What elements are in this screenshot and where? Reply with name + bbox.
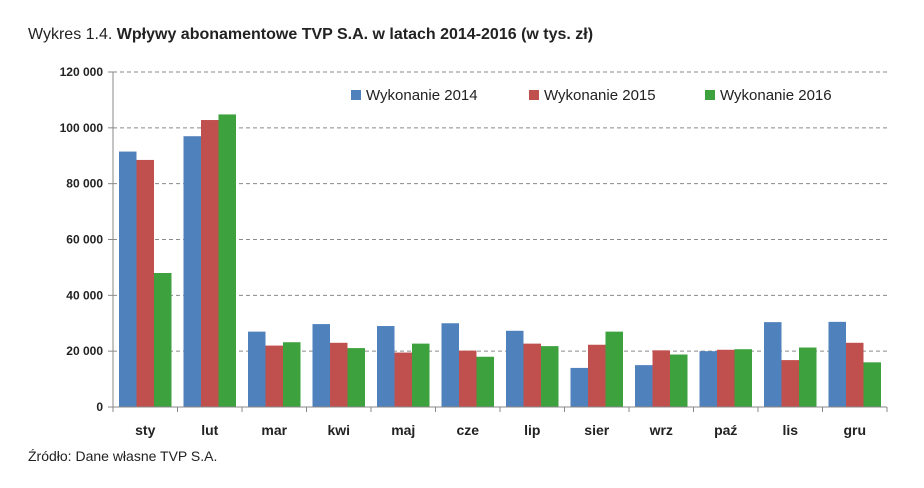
axes xyxy=(108,71,888,412)
x-tick-label: sier xyxy=(584,422,609,438)
bar-sier-wykonanie-2016 xyxy=(605,331,623,407)
y-tick-label: 100 000 xyxy=(60,121,104,135)
x-tick-label: lip xyxy=(524,422,540,438)
bar-cze-wykonanie-2014 xyxy=(441,323,459,407)
bar-kwi-wykonanie-2016 xyxy=(347,348,365,407)
x-tick-label: maj xyxy=(391,422,415,438)
bar-lip-wykonanie-2016 xyxy=(541,346,559,407)
bar-maj-wykonanie-2014 xyxy=(377,326,395,407)
y-tick-label: 40 000 xyxy=(66,288,103,302)
x-tick-label: lis xyxy=(782,422,798,438)
bar-sty-wykonanie-2014 xyxy=(119,151,137,407)
y-tick-labels: 0 20 000 40 000 60 000 80 000 100 000 120 000 xyxy=(60,65,104,414)
bar-kwi-wykonanie-2015 xyxy=(330,342,348,407)
x-tick-label: gru xyxy=(843,422,866,438)
x-tick-label: mar xyxy=(261,422,287,438)
x-tick-label: sty xyxy=(135,422,155,438)
bars xyxy=(119,114,881,408)
chart-title-prefix: Wykres 1.4. xyxy=(28,26,113,43)
bar-kwi-wykonanie-2014 xyxy=(312,324,330,407)
bar-sier-wykonanie-2015 xyxy=(588,344,606,407)
legend-swatch xyxy=(529,90,539,100)
legend-label: Wykonanie 2015 xyxy=(544,87,656,104)
bar-mar-wykonanie-2014 xyxy=(248,331,266,407)
source-note: Źródło: Dane własne TVP S.A. xyxy=(28,448,218,464)
bar-lut-wykonanie-2016 xyxy=(218,114,236,407)
bar-sty-wykonanie-2016 xyxy=(154,273,172,407)
legend-swatch xyxy=(705,90,715,100)
chart-title: Wykres 1.4. Wpływy abonamentowe TVP S.A.… xyxy=(28,26,593,44)
bar-cze-wykonanie-2016 xyxy=(476,356,494,407)
bar-lip-wykonanie-2014 xyxy=(506,330,524,407)
chart-title-main: Wpływy abonamentowe TVP S.A. w latach 20… xyxy=(116,26,594,43)
bar-lip-wykonanie-2015 xyxy=(523,343,541,407)
bar-mar-wykonanie-2016 xyxy=(283,342,301,407)
bar-wrz-wykonanie-2015 xyxy=(652,350,670,407)
bar-gru-wykonanie-2015 xyxy=(846,342,864,407)
y-tick-label: 0 xyxy=(96,400,103,414)
bar-sier-wykonanie-2014 xyxy=(570,367,588,407)
bar-mar-wykonanie-2015 xyxy=(265,345,283,407)
bar-lis-wykonanie-2014 xyxy=(764,322,782,407)
bar-gru-wykonanie-2016 xyxy=(863,362,881,407)
bar-lis-wykonanie-2015 xyxy=(781,360,799,407)
bar-paź-wykonanie-2015 xyxy=(717,349,735,407)
bar-maj-wykonanie-2015 xyxy=(394,352,412,407)
bar-paź-wykonanie-2016 xyxy=(734,349,752,407)
grid xyxy=(113,71,887,352)
y-tick-label: 120 000 xyxy=(60,65,104,79)
x-tick-label: cze xyxy=(456,422,479,438)
bar-lut-wykonanie-2015 xyxy=(201,120,219,408)
bar-paź-wykonanie-2014 xyxy=(699,351,717,407)
x-tick-label: lut xyxy=(201,422,218,438)
bar-sty-wykonanie-2015 xyxy=(136,159,154,407)
bar-wrz-wykonanie-2014 xyxy=(635,365,653,407)
bar-gru-wykonanie-2014 xyxy=(828,321,846,407)
legend-swatch xyxy=(351,90,361,100)
x-tick-label: wrz xyxy=(649,422,673,438)
x-tick-labels: sty lut mar kwi maj cze lip sier wrz paź lis gru xyxy=(135,422,866,438)
legend: Wykonanie 2014 Wykonanie 2015 Wykonanie 20… xyxy=(351,87,832,104)
legend-label: Wykonanie 2016 xyxy=(720,87,832,104)
x-tick-label: kwi xyxy=(327,422,350,438)
legend-label: Wykonanie 2014 xyxy=(366,87,478,104)
bar-maj-wykonanie-2016 xyxy=(412,343,430,407)
x-tick-label: paź xyxy=(714,422,737,438)
bar-cze-wykonanie-2015 xyxy=(459,350,477,407)
y-tick-label: 80 000 xyxy=(66,177,103,191)
y-tick-label: 60 000 xyxy=(66,233,103,247)
bar-wrz-wykonanie-2016 xyxy=(670,354,688,407)
bar-lis-wykonanie-2016 xyxy=(799,347,817,407)
y-tick-label: 20 000 xyxy=(66,344,103,358)
bar-lut-wykonanie-2014 xyxy=(183,136,201,408)
